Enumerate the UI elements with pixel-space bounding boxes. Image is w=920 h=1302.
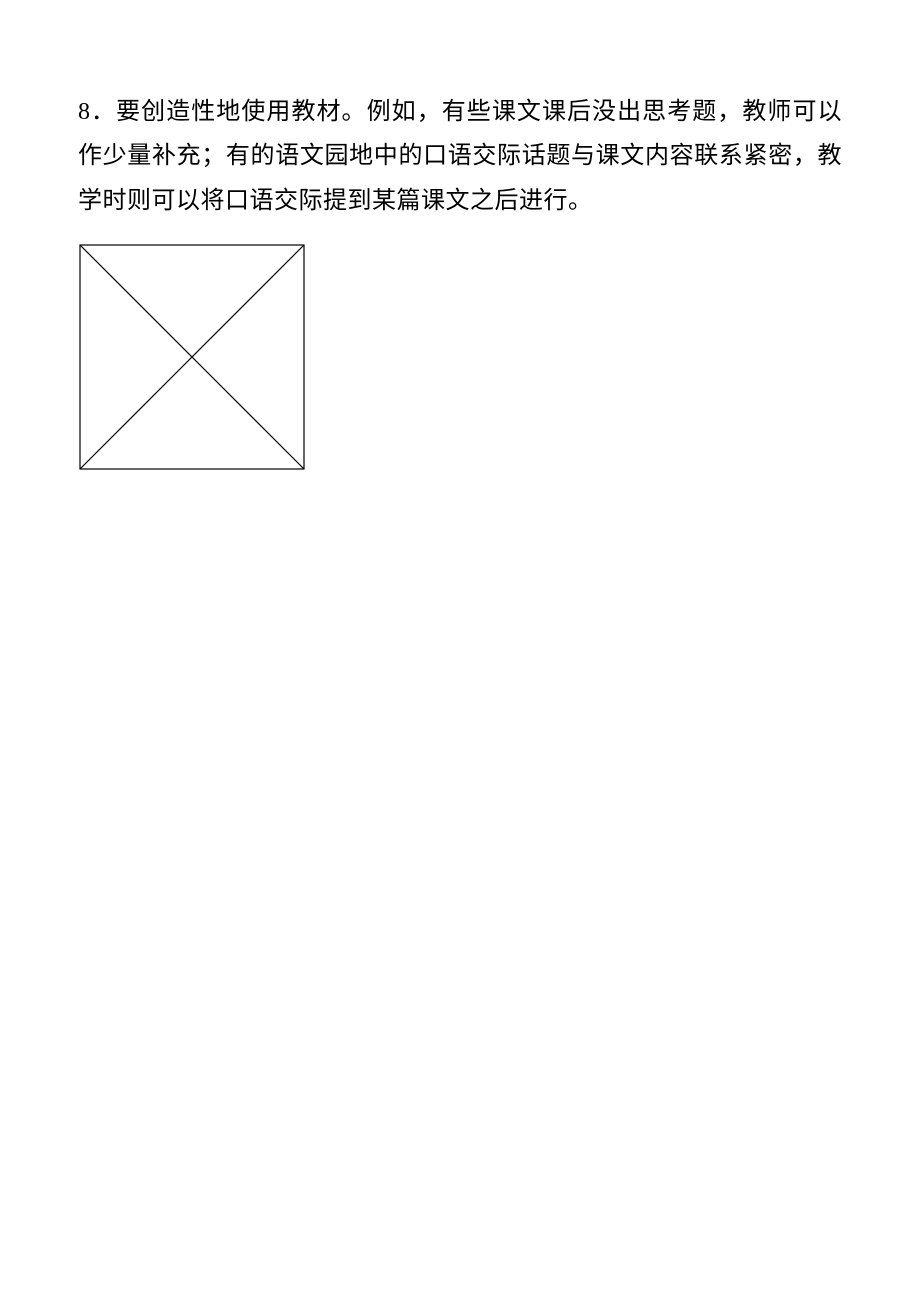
document-content: 8．要创造性地使用教材。例如，有些课文课后没出思考题，教师可以作少量补充；有的语… <box>78 90 842 471</box>
square-diagonal-diagram <box>78 243 306 471</box>
paragraph-text: 要创造性地使用教材。例如，有些课文课后没出思考题，教师可以作少量补充；有的语文园… <box>78 99 842 214</box>
list-number: 8． <box>78 99 116 125</box>
diagram-container <box>78 243 842 471</box>
paragraph-8: 8．要创造性地使用教材。例如，有些课文课后没出思考题，教师可以作少量补充；有的语… <box>78 90 842 223</box>
